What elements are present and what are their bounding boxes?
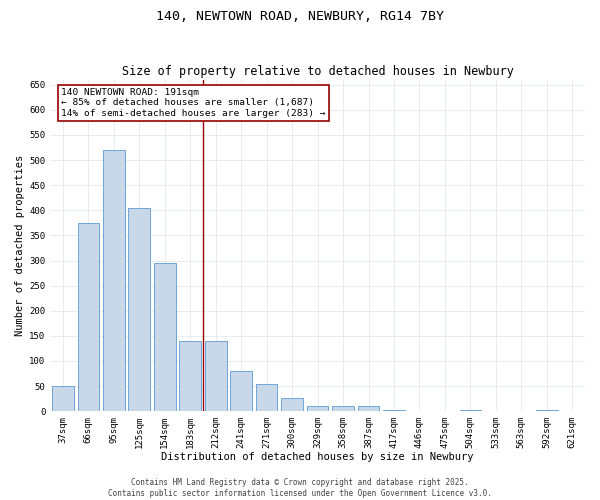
- Bar: [154, 263, 176, 411]
- Bar: [256, 384, 277, 411]
- Bar: [307, 406, 328, 411]
- Bar: [52, 386, 74, 411]
- Bar: [103, 150, 125, 411]
- Bar: [383, 410, 405, 411]
- Bar: [205, 341, 227, 411]
- Bar: [536, 410, 557, 411]
- Bar: [358, 406, 379, 411]
- Text: 140 NEWTOWN ROAD: 191sqm
← 85% of detached houses are smaller (1,687)
14% of sem: 140 NEWTOWN ROAD: 191sqm ← 85% of detach…: [61, 88, 325, 118]
- Y-axis label: Number of detached properties: Number of detached properties: [15, 155, 25, 336]
- Bar: [281, 398, 303, 411]
- Text: 140, NEWTOWN ROAD, NEWBURY, RG14 7BY: 140, NEWTOWN ROAD, NEWBURY, RG14 7BY: [156, 10, 444, 23]
- Bar: [179, 341, 201, 411]
- Bar: [230, 371, 252, 411]
- Text: Contains HM Land Registry data © Crown copyright and database right 2025.
Contai: Contains HM Land Registry data © Crown c…: [108, 478, 492, 498]
- Title: Size of property relative to detached houses in Newbury: Size of property relative to detached ho…: [122, 66, 514, 78]
- Bar: [128, 208, 150, 411]
- Bar: [77, 223, 99, 411]
- Bar: [332, 406, 354, 411]
- X-axis label: Distribution of detached houses by size in Newbury: Distribution of detached houses by size …: [161, 452, 474, 462]
- Bar: [460, 410, 481, 411]
